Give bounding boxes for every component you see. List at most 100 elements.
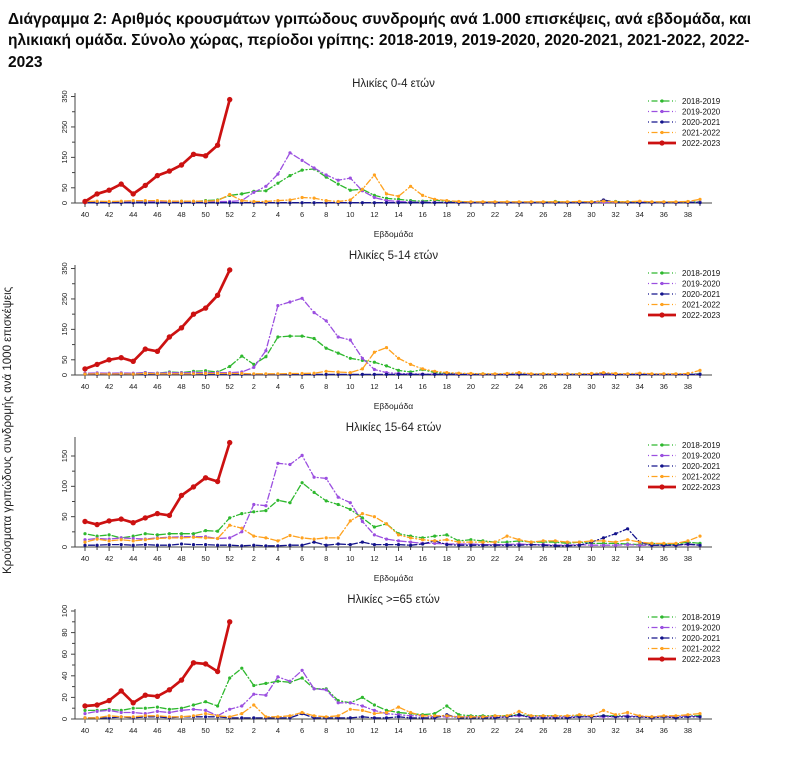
data-point <box>650 200 654 204</box>
data-point <box>396 711 401 715</box>
x-tick-label: 22 <box>491 554 499 563</box>
data-point <box>155 372 159 376</box>
data-point <box>409 711 413 715</box>
series-line-2021-2022 <box>84 513 701 545</box>
data-point <box>179 199 184 203</box>
legend-label-2019-2020: 2019-2020 <box>682 279 721 288</box>
data-point <box>433 197 437 202</box>
data-point <box>517 371 521 375</box>
data-point <box>324 499 328 503</box>
series-2021-2022 <box>83 512 702 546</box>
data-point <box>119 715 123 719</box>
data-point <box>589 200 594 204</box>
data-point <box>191 703 196 707</box>
y-tick-label: 80 <box>60 629 69 637</box>
data-point <box>264 355 268 359</box>
legend-marker-2018-2019 <box>660 99 664 103</box>
data-point <box>650 372 654 376</box>
data-point <box>240 544 244 548</box>
x-tick-label: 26 <box>539 382 547 391</box>
data-point <box>529 714 533 718</box>
data-point <box>372 350 376 354</box>
data-point <box>300 481 304 485</box>
data-point <box>288 679 292 683</box>
data-point <box>360 367 364 371</box>
y-tick-label: 350 <box>60 90 69 103</box>
series-2018-2019 <box>83 666 702 719</box>
data-point <box>276 539 280 543</box>
x-tick-label: 26 <box>539 210 547 219</box>
series-line-2019-2020 <box>84 454 701 546</box>
data-point <box>142 692 148 699</box>
data-point <box>119 543 123 547</box>
x-tick-label: 44 <box>129 726 137 735</box>
x-tick-label: 30 <box>587 382 595 391</box>
legend-label-2018-2019: 2018-2019 <box>682 97 721 106</box>
data-point <box>240 512 244 516</box>
data-point <box>517 538 521 542</box>
data-point <box>601 199 606 203</box>
data-point <box>300 668 304 673</box>
data-point <box>553 714 557 718</box>
x-tick-label: 46 <box>153 382 161 391</box>
data-point <box>131 543 135 547</box>
data-point <box>626 715 630 719</box>
data-point <box>372 708 376 713</box>
x-tick-label: 42 <box>105 554 113 563</box>
data-point <box>324 346 328 350</box>
data-point <box>252 703 256 707</box>
legend-label-2019-2020: 2019-2020 <box>682 107 721 116</box>
x-tick-label: 2 <box>252 726 256 735</box>
data-point <box>202 305 209 311</box>
x-tick-label: 26 <box>539 554 547 563</box>
legend-marker-2018-2019 <box>660 443 664 447</box>
x-tick-label: 22 <box>491 726 499 735</box>
data-point <box>179 708 184 713</box>
data-point <box>553 539 557 543</box>
data-point <box>348 198 352 202</box>
data-point <box>409 543 413 547</box>
data-point <box>493 200 497 204</box>
data-point <box>384 372 389 377</box>
data-point <box>372 368 376 372</box>
legend-marker-2019-2020 <box>660 454 664 458</box>
data-point <box>614 532 618 536</box>
data-point <box>433 541 437 546</box>
data-point <box>601 543 606 547</box>
data-point <box>517 200 521 204</box>
data-point <box>553 544 557 548</box>
x-tick-label: 8 <box>324 382 328 391</box>
data-point <box>481 540 485 544</box>
data-point <box>143 712 147 716</box>
data-point <box>372 515 376 519</box>
x-tick-label: 48 <box>177 726 185 735</box>
x-tick-label: 52 <box>226 554 234 563</box>
series-2018-2019 <box>83 334 702 376</box>
data-point <box>674 714 678 718</box>
legend-label-2020-2021: 2020-2021 <box>682 118 721 127</box>
x-tick-label: 36 <box>660 382 668 391</box>
data-point <box>276 675 280 679</box>
x-tick-label: 52 <box>226 210 234 219</box>
data-point <box>264 715 268 719</box>
data-point <box>252 372 256 376</box>
data-point <box>228 365 232 369</box>
data-point <box>662 200 666 204</box>
data-point <box>240 530 244 534</box>
data-point <box>324 319 328 323</box>
x-tick-label: 22 <box>491 382 499 391</box>
data-point <box>312 490 316 495</box>
data-point <box>191 714 196 718</box>
data-point <box>191 535 196 540</box>
data-point <box>360 695 364 700</box>
data-point <box>614 540 618 544</box>
data-point <box>445 543 449 547</box>
data-point <box>529 372 533 376</box>
x-tick-label: 24 <box>515 554 523 563</box>
x-tick-label: 14 <box>394 382 402 391</box>
data-point <box>324 199 328 203</box>
data-point <box>384 537 389 541</box>
data-point <box>191 543 196 547</box>
axes <box>74 609 712 720</box>
